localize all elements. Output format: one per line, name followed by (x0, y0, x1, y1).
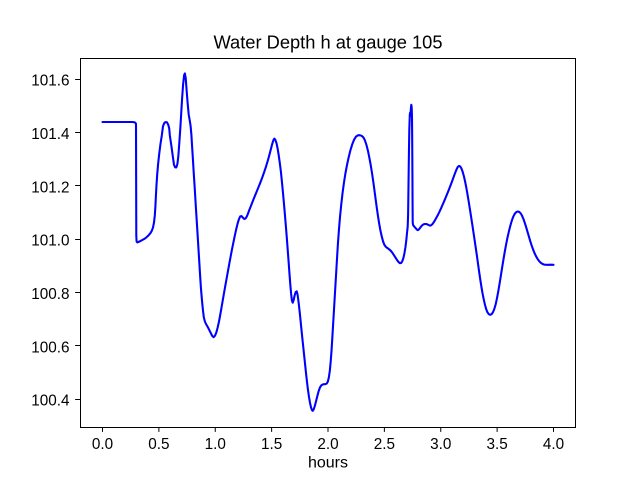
svg-text:Water Depth h at gauge 105: Water Depth h at gauge 105 (213, 32, 442, 53)
svg-text:2.0: 2.0 (317, 436, 338, 453)
svg-text:100.6: 100.6 (31, 339, 69, 356)
svg-text:0.5: 0.5 (148, 436, 169, 453)
svg-text:0.0: 0.0 (92, 436, 113, 453)
svg-text:1.5: 1.5 (261, 436, 282, 453)
svg-text:100.8: 100.8 (31, 286, 69, 303)
svg-text:101.6: 101.6 (31, 73, 69, 90)
svg-text:hours: hours (308, 454, 348, 471)
svg-text:101.0: 101.0 (31, 233, 69, 250)
svg-text:3.0: 3.0 (430, 436, 451, 453)
svg-text:2.5: 2.5 (374, 436, 395, 453)
svg-text:3.5: 3.5 (486, 436, 507, 453)
svg-text:101.2: 101.2 (31, 179, 69, 196)
svg-text:100.4: 100.4 (31, 393, 70, 410)
svg-text:1.0: 1.0 (205, 436, 226, 453)
svg-text:101.4: 101.4 (31, 126, 70, 143)
svg-text:4.0: 4.0 (543, 436, 564, 453)
